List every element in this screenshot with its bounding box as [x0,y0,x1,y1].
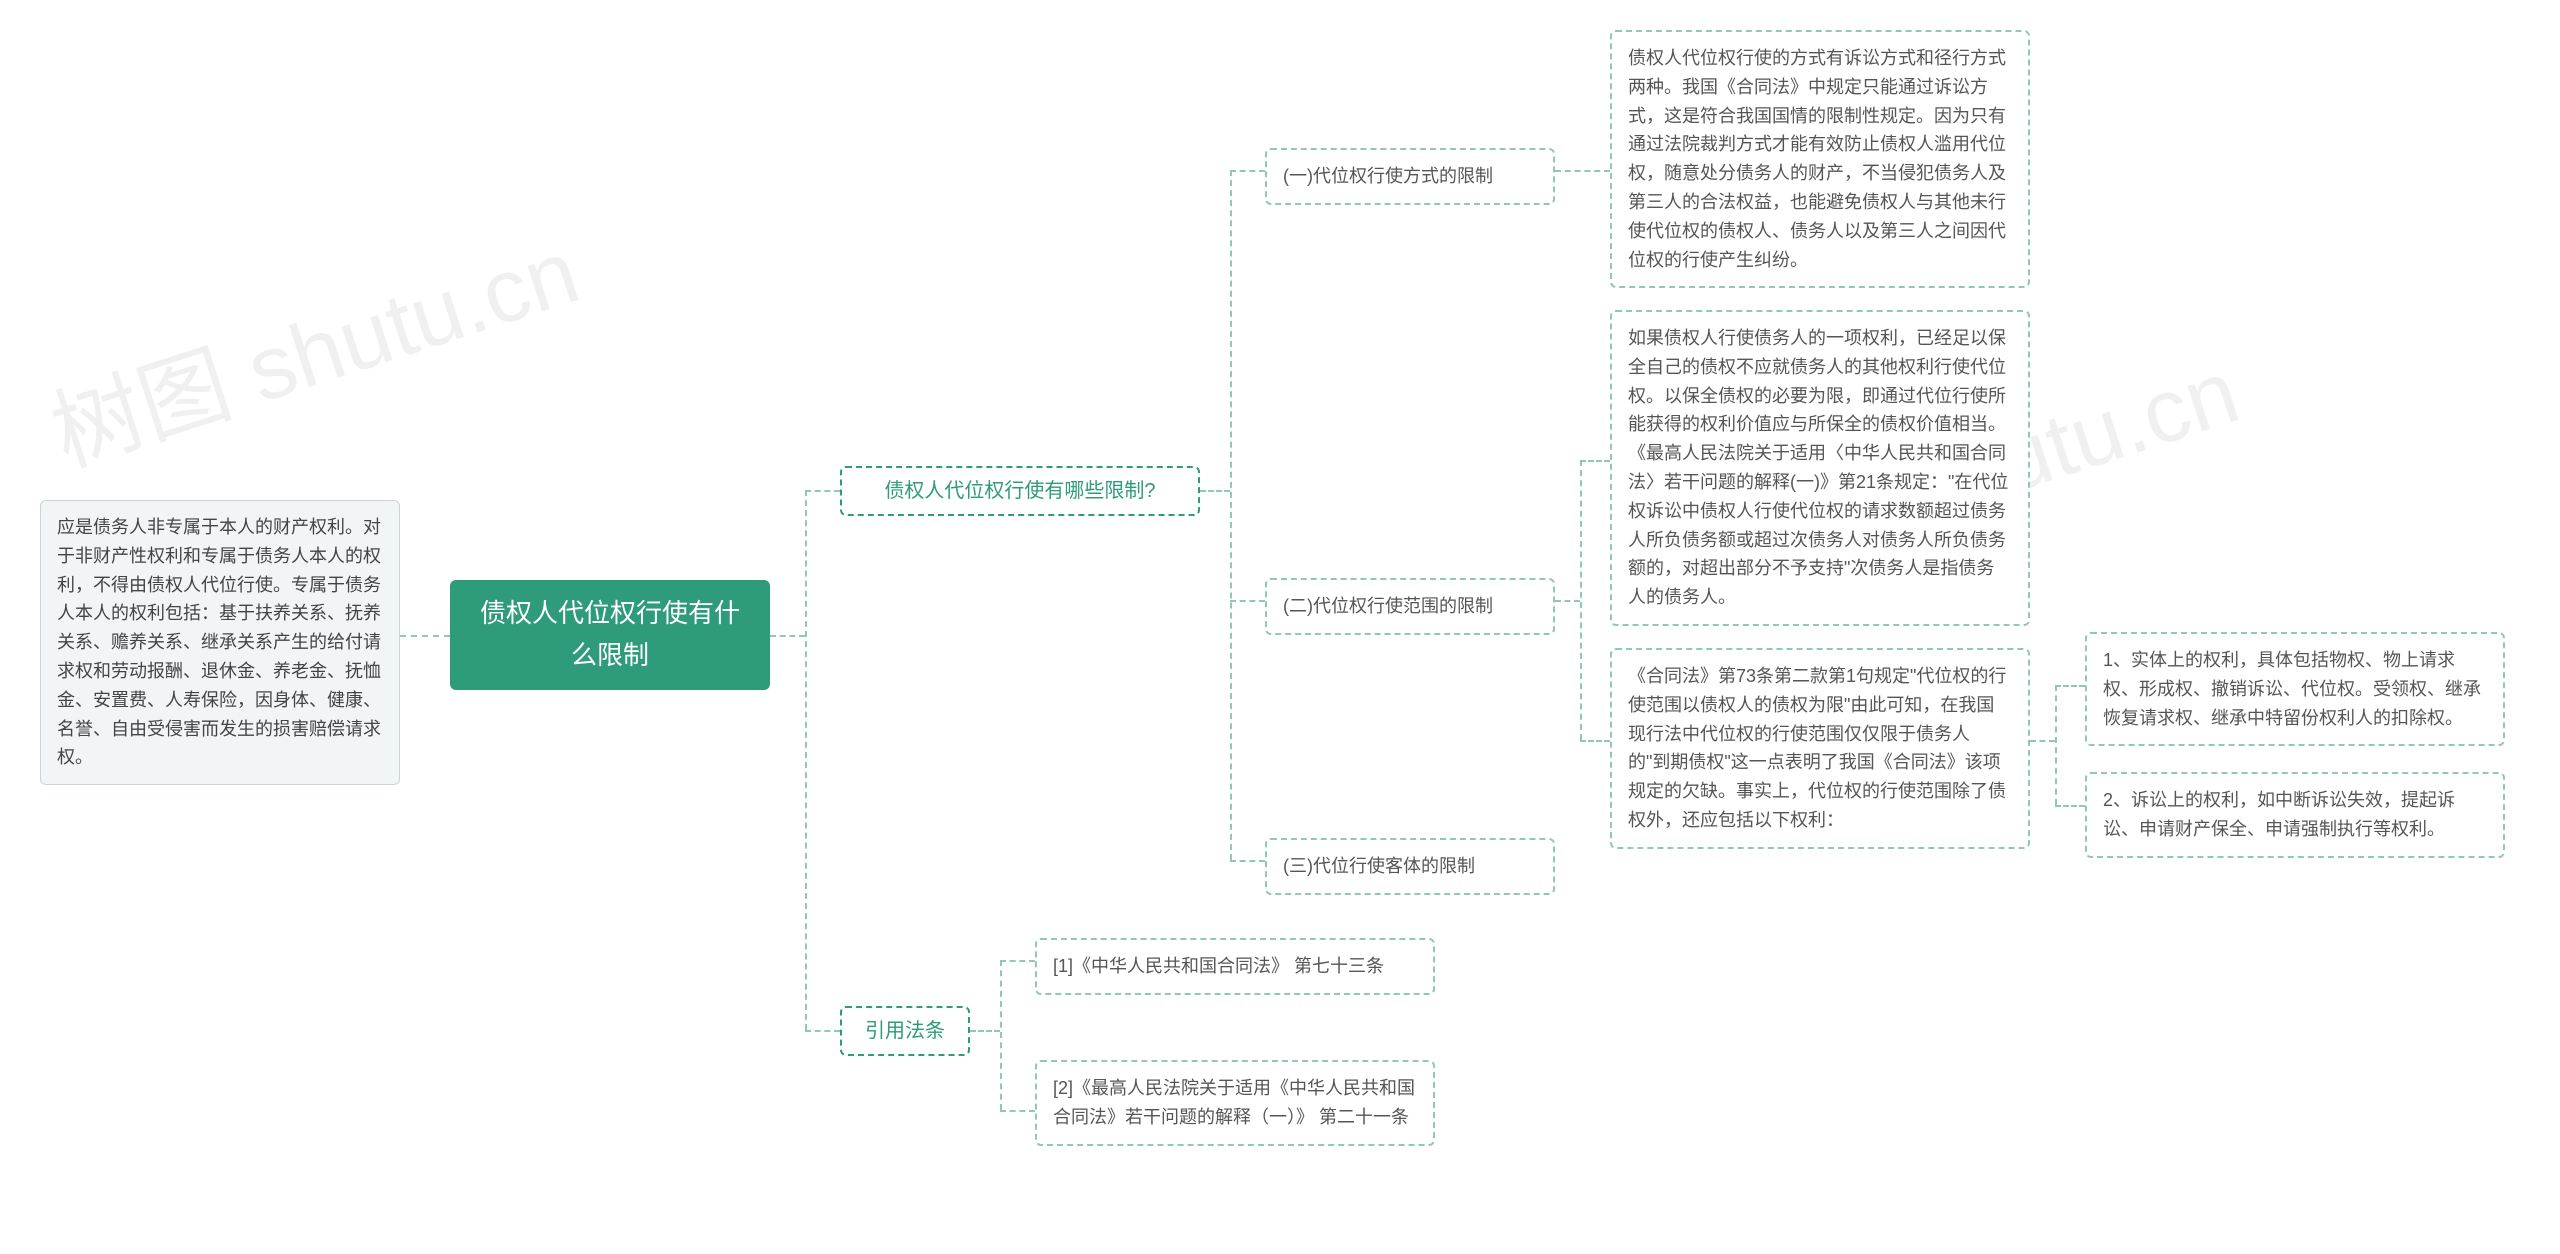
detail-node: 如果债权人行使债务人的一项权利，已经足以保全自己的债权不应就债务人的其他权利行使… [1610,310,2030,626]
root-node: 债权人代位权行使有什么限制 [450,580,770,690]
connector [1555,600,1580,602]
branch-node: 债权人代位权行使有哪些限制? [840,466,1200,516]
connector [1000,960,1035,962]
left-leaf-node: 应是债务人非专属于本人的财产权利。对于非财产性权利和专属于债务人本人的权利，不得… [40,500,400,785]
detail-node: [2]《最高人民法院关于适用《中华人民共和国合同法》若干问题的解释（一）》 第二… [1035,1060,1435,1146]
detail-node: 债权人代位权行使的方式有诉讼方式和径行方式两种。我国《合同法》中规定只能通过诉讼… [1610,30,2030,288]
connector [1000,960,1002,1110]
detail-node: [1]《中华人民共和国合同法》 第七十三条 [1035,938,1435,995]
connector [2055,685,2057,805]
connector [2055,685,2085,687]
connector [2055,805,2085,807]
connector [1580,460,1582,740]
connector [1230,860,1265,862]
detail-node: 《合同法》第73条第二款第1句规定"代位权的行使范围以债权人的债权为限"由此可知… [1610,648,2030,849]
connector [1580,460,1610,462]
connector [805,1030,840,1032]
connector [1230,600,1265,602]
detail-node: 2、诉讼上的权利，如中断诉讼失效，提起诉讼、申请财产保全、申请强制执行等权利。 [2085,772,2505,858]
connector [770,635,805,637]
connector [805,490,807,1030]
connector [1580,740,1610,742]
connector [970,1030,1000,1032]
sub-node: (三)代位行使客体的限制 [1265,838,1555,895]
connector [2030,740,2055,742]
connector [400,635,450,637]
connector [1000,1110,1035,1112]
connector [1230,170,1232,860]
connector [1230,170,1265,172]
connector [1555,170,1610,172]
watermark: 树图 shutu.cn [33,199,592,491]
connector [1200,490,1230,492]
sub-node: (二)代位权行使范围的限制 [1265,578,1555,635]
connector [805,490,840,492]
branch-node: 引用法条 [840,1006,970,1056]
sub-node: (一)代位权行使方式的限制 [1265,148,1555,205]
detail-node: 1、实体上的权利，具体包括物权、物上请求权、形成权、撤销诉讼、代位权。受领权、继… [2085,632,2505,746]
